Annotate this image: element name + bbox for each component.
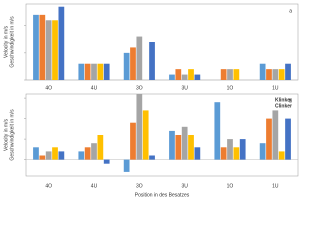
- x-tick-label: 1O: [227, 183, 234, 189]
- bar: [103, 63, 110, 80]
- bar: [220, 69, 227, 80]
- x-tick-label: 4O: [45, 85, 52, 91]
- x-tick-label: 4U: [91, 85, 98, 91]
- bar: [278, 151, 285, 160]
- x-tick-label: 1U: [272, 85, 279, 91]
- bar: [175, 135, 182, 160]
- bar: [233, 147, 240, 160]
- bar: [39, 14, 46, 81]
- bar: [259, 63, 266, 80]
- bar: [149, 42, 155, 80]
- bar: [33, 147, 39, 160]
- bar: [188, 135, 194, 160]
- bar: [194, 74, 201, 80]
- bar: [52, 20, 58, 81]
- bar: [259, 143, 266, 160]
- bar: [33, 14, 39, 81]
- x-tick-label: 4U: [91, 183, 98, 189]
- bar: [78, 63, 85, 80]
- bar: [169, 74, 175, 80]
- bar: [266, 118, 272, 160]
- bar: [194, 147, 201, 160]
- bar: [272, 110, 279, 160]
- bar: [78, 151, 85, 160]
- bar: [285, 118, 291, 160]
- bar: [227, 69, 233, 80]
- bar: [91, 143, 97, 160]
- bar: [84, 147, 91, 160]
- x-tick-label: 3U: [181, 85, 188, 91]
- bar: [97, 135, 104, 160]
- bar: [123, 52, 130, 80]
- legend-entry: Clinker: [275, 103, 292, 109]
- bar: [103, 159, 110, 164]
- bar: [58, 151, 65, 160]
- bar: [91, 63, 97, 80]
- x-tick-label: 3O: [136, 85, 143, 91]
- y-axis-title: Velocity in m/s: [3, 119, 9, 151]
- bar: [181, 74, 188, 80]
- bar: [272, 69, 279, 80]
- bar: [175, 69, 182, 80]
- y-axis-title: Geschwindigkeit in m/s: [9, 109, 15, 161]
- y-axis-title: Velocity in m/s: [3, 26, 9, 58]
- x-tick-label: 1U: [272, 183, 279, 189]
- bar: [214, 102, 221, 160]
- bar: [239, 139, 246, 160]
- bar: [220, 147, 227, 160]
- bar: [45, 151, 52, 160]
- bar: [97, 63, 104, 80]
- bar: [233, 69, 240, 80]
- panel-label: a: [289, 8, 292, 14]
- bar: [136, 94, 143, 160]
- plot-frame: [25, 93, 299, 177]
- bar: [188, 69, 194, 80]
- bar: [130, 122, 136, 160]
- bar: [136, 36, 143, 80]
- bar: [123, 159, 130, 172]
- bar: [52, 147, 58, 160]
- y-axis-title: Geschwindigkeit in m/s: [9, 16, 15, 68]
- bar: [266, 69, 272, 80]
- bar: [149, 155, 155, 160]
- bar: [181, 126, 188, 160]
- bar: [84, 63, 91, 80]
- x-tick-label: 1O: [227, 85, 234, 91]
- plot-frame: [25, 3, 299, 81]
- bar: [142, 110, 149, 160]
- bar: [169, 130, 175, 160]
- bar: [227, 139, 233, 160]
- bar: [39, 155, 46, 160]
- legend-entry: Klinker: [275, 97, 292, 103]
- panel-label: b: [289, 98, 292, 104]
- bar: [278, 69, 285, 80]
- bar: [130, 47, 136, 80]
- x-tick-label: 3O: [136, 183, 143, 189]
- x-tick-label: 3U: [181, 183, 188, 189]
- bar: [58, 6, 65, 80]
- x-tick-label: 4O: [45, 183, 52, 189]
- x-axis-title: Position in des Besatzes: [135, 192, 190, 198]
- bar: [285, 63, 291, 80]
- chart: Velocity in m/s Geschwindigkeit in m/s4O 4…: [3, 3, 299, 198]
- bar: [45, 20, 52, 81]
